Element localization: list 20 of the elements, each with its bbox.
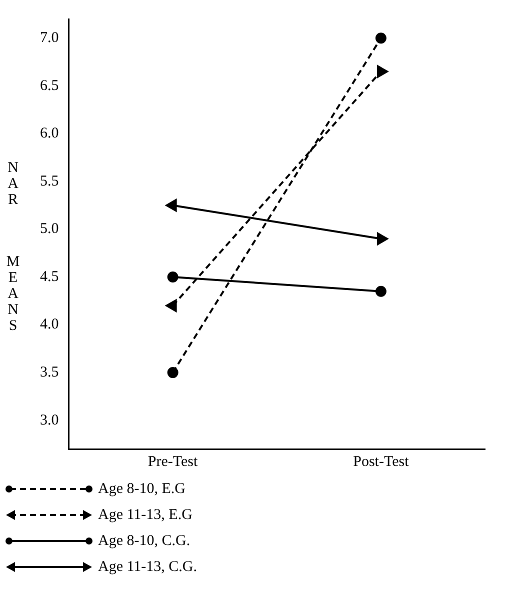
y-axis-title: NAR MEANS [4,160,22,334]
legend-label: Age 8-10, C.G. [98,532,190,550]
point [375,286,386,297]
legend-label: Age 8-10, E.G [98,480,186,498]
point [167,272,178,282]
y-tick-label: 5.0 [40,221,59,238]
y-tick-label: 6.0 [40,126,59,142]
y-tick-label: 4.0 [40,316,59,333]
x-tick-label: Post-Test [353,454,410,470]
y-tick-label: 3.5 [40,364,59,380]
y-tick-label: 6.5 [40,78,59,94]
legend-label: Age 11-13, C.G. [98,558,198,576]
y-tick-label: 3.0 [40,412,59,428]
y-tick-label: 5.5 [40,173,59,190]
y-tick-label: 7.0 [40,30,59,46]
legend-label: Age 11-13, E.G [98,506,192,524]
point [375,32,386,44]
x-tick-label: Pre-Test [148,454,199,470]
point [167,367,178,378]
y-tick-label: 4.5 [40,268,59,285]
